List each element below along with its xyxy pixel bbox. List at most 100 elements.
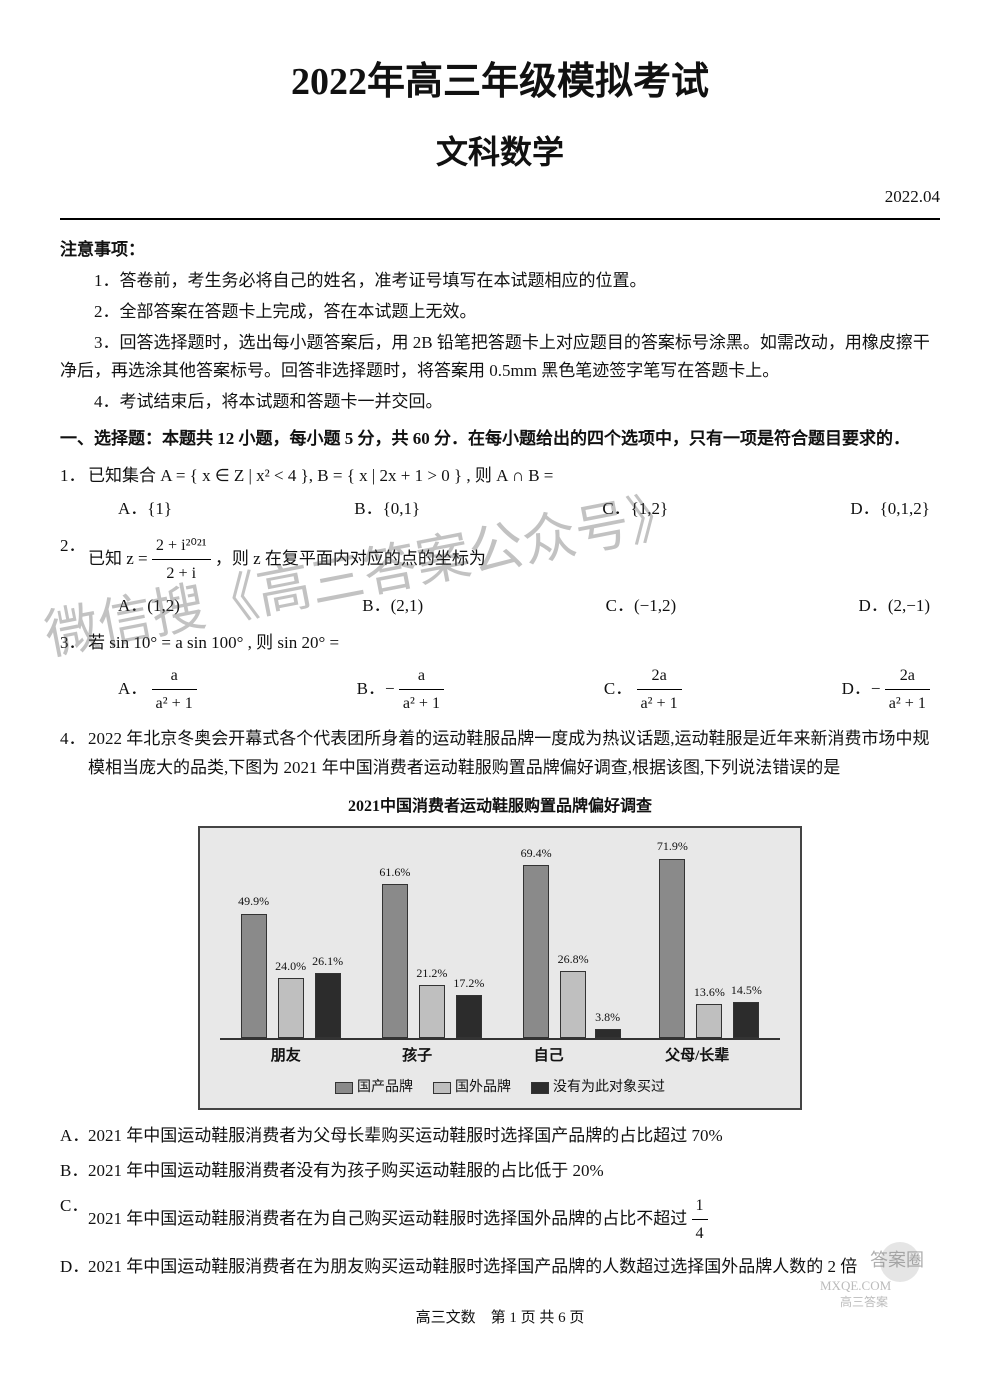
chart-title: 2021中国消费者运动鞋服购置品牌偏好调查 <box>60 793 940 820</box>
bar-value-label: 24.0% <box>275 956 306 976</box>
bar <box>278 978 304 1038</box>
q3-stem: 若 sin 10° = a sin 100° , 则 sin 20° = <box>88 633 339 652</box>
bar-value-label: 14.5% <box>731 980 762 1000</box>
notes-heading: 注意事项： <box>60 236 940 265</box>
bar-wrap: 17.2% <box>453 973 484 1038</box>
q2-frac-num: 2 + i²⁰²¹ <box>152 532 211 560</box>
chart-legend: 国产品牌 国外品牌 没有为此对象买过 <box>220 1076 780 1100</box>
q2-opt-c: C．(−1,2) <box>606 592 677 621</box>
bar <box>241 914 267 1039</box>
chart-group: 49.9% 24.0% 26.1% <box>238 891 343 1038</box>
xaxis-label: 自己 <box>534 1044 564 1070</box>
qnum: 1． <box>60 462 86 491</box>
q1-opt-b: B．{0,1} <box>354 495 420 524</box>
legend-item: 国产品牌 <box>335 1076 413 1100</box>
xaxis-label: 父母/长辈 <box>665 1044 729 1070</box>
qnum: 2． <box>60 532 86 561</box>
q2-frac-den: 2 + i <box>152 560 211 587</box>
page-date: 2022.04 <box>60 183 940 212</box>
q2-opt-b: B．(2,1) <box>362 592 423 621</box>
note-item: 3．回答选择题时，选出每小题答案后，用 2B 铅笔把答题卡上对应题目的答案标号涂… <box>60 329 940 387</box>
chart-wrap: 49.9% 24.0% 26.1% 61.6% 21.2% 17.2% 69.4% 26.8%… <box>60 826 940 1109</box>
q4-stem: 2022 年北京冬奥会开幕式各个代表团所身着的运动鞋服品牌一度成为热议话题,运动… <box>88 729 930 777</box>
header-rule <box>60 218 940 220</box>
bar-wrap: 24.0% <box>275 956 306 1038</box>
page-title-main: 2022年高三年级模拟考试 <box>60 50 940 115</box>
question-4: 4． 2022 年北京冬奥会开幕式各个代表团所身着的运动鞋服品牌一度成为热议话题… <box>60 725 940 783</box>
qnum: 4． <box>60 725 86 754</box>
legend-swatch <box>531 1082 549 1094</box>
q1-stem: 已知集合 A = { x ∈ Z | x² < 4 }, B = { x | 2… <box>88 466 553 485</box>
section1-heading: 一、选择题：本题共 12 小题，每小题 5 分，共 60 分．在每小题给出的四个… <box>60 425 940 454</box>
q3-opt-b: B．− aa² + 1 <box>357 662 444 718</box>
xaxis-label: 朋友 <box>271 1044 301 1070</box>
xaxis-label: 孩子 <box>402 1044 432 1070</box>
legend-swatch <box>433 1082 451 1094</box>
legend-label: 国产品牌 <box>357 1076 413 1100</box>
chart-plot: 49.9% 24.0% 26.1% 61.6% 21.2% 17.2% 69.4% 26.8%… <box>220 840 780 1040</box>
bar <box>419 985 445 1038</box>
question-3: 3． 若 sin 10° = a sin 100° , 则 sin 20° = … <box>60 629 940 718</box>
q3-options: A． aa² + 1 B．− aa² + 1 C． 2aa² + 1 D．− 2… <box>88 662 940 718</box>
bar-wrap: 14.5% <box>731 980 762 1039</box>
bar-value-label: 26.1% <box>312 951 343 971</box>
q3-opt-d: D．− 2aa² + 1 <box>842 662 930 718</box>
bar-value-label: 26.8% <box>558 949 589 969</box>
q4-c-frac: 1 4 <box>692 1192 708 1248</box>
q1-opt-c: C．{1,2} <box>602 495 668 524</box>
bar-value-label: 13.6% <box>694 982 725 1002</box>
bar-value-label: 69.4% <box>521 843 552 863</box>
chart-group: 71.9% 13.6% 14.5% <box>657 836 762 1038</box>
bar <box>696 1004 722 1038</box>
bar <box>733 1002 759 1038</box>
legend-label: 国外品牌 <box>455 1076 511 1100</box>
legend-item: 国外品牌 <box>433 1076 511 1100</box>
q4-answers: A．2021 年中国运动鞋服消费者为父母长辈购买运动鞋服时选择国产品牌的占比超过… <box>60 1122 940 1283</box>
bar <box>456 995 482 1038</box>
chart-group: 61.6% 21.2% 17.2% <box>379 862 484 1038</box>
bar-chart: 49.9% 24.0% 26.1% 61.6% 21.2% 17.2% 69.4% 26.8%… <box>198 826 802 1109</box>
bar-wrap: 3.8% <box>595 1007 621 1039</box>
note-item: 2．全部答案在答题卡上完成，答在本试题上无效。 <box>60 298 940 327</box>
bar-value-label: 21.2% <box>416 963 447 983</box>
bar <box>595 1029 621 1039</box>
q2-stem-prefix: 已知 z = <box>88 549 152 568</box>
bar-value-label: 49.9% <box>238 891 269 911</box>
bar-value-label: 3.8% <box>595 1007 620 1027</box>
q1-opt-d: D．{0,1,2} <box>850 495 930 524</box>
bar-wrap: 69.4% <box>521 843 552 1039</box>
question-1: 1． 已知集合 A = { x ∈ Z | x² < 4 }, B = { x … <box>60 462 940 524</box>
chart-xaxis: 朋友 孩子 自己 父母/长辈 <box>220 1044 780 1070</box>
legend-item: 没有为此对象买过 <box>531 1076 665 1100</box>
note-item: 4．考试结束后，将本试题和答题卡一并交回。 <box>60 388 940 417</box>
bar-wrap: 26.8% <box>558 949 589 1038</box>
q4-answer-a: A．2021 年中国运动鞋服消费者为父母长辈购买运动鞋服时选择国产品牌的占比超过… <box>60 1122 940 1151</box>
q2-opt-a: A．(1,2) <box>118 592 180 621</box>
bar-wrap: 61.6% <box>379 862 410 1038</box>
legend-label: 没有为此对象买过 <box>553 1076 665 1100</box>
q2-stem-suffix: ，则 z 在复平面内对应的点的坐标为 <box>215 549 486 568</box>
q2-frac: 2 + i²⁰²¹ 2 + i <box>152 532 211 588</box>
bar <box>315 973 341 1038</box>
q1-opt-a: A．{1} <box>118 495 172 524</box>
q2-options: A．(1,2) B．(2,1) C．(−1,2) D．(2,−1) <box>88 592 940 621</box>
bar-wrap: 21.2% <box>416 963 447 1038</box>
bar <box>560 971 586 1038</box>
bar-value-label: 71.9% <box>657 836 688 856</box>
note-item: 1．答卷前，考生务必将自己的姓名，准考证号填写在本试题相应的位置。 <box>60 267 940 296</box>
bar-value-label: 17.2% <box>453 973 484 993</box>
bar <box>523 865 549 1039</box>
bar-value-label: 61.6% <box>379 862 410 882</box>
q3-opt-a: A． aa² + 1 <box>118 662 197 718</box>
q2-opt-d: D．(2,−1) <box>859 592 930 621</box>
question-2: 2． 已知 z = 2 + i²⁰²¹ 2 + i ，则 z 在复平面内对应的点… <box>60 532 940 621</box>
q4-answer-c: C． 2021 年中国运动鞋服消费者在为自己购买运动鞋服时选择国外品牌的占比不超… <box>60 1192 940 1248</box>
bar-wrap: 49.9% <box>238 891 269 1038</box>
legend-swatch <box>335 1082 353 1094</box>
q3-opt-c: C． 2aa² + 1 <box>604 662 682 718</box>
bar-wrap: 13.6% <box>694 982 725 1038</box>
bar-wrap: 26.1% <box>312 951 343 1039</box>
q4-answer-b: B．2021 年中国运动鞋服消费者没有为孩子购买运动鞋服的占比低于 20% <box>60 1157 940 1186</box>
bar-wrap: 71.9% <box>657 836 688 1038</box>
chart-group: 69.4% 26.8% 3.8% <box>521 843 621 1039</box>
